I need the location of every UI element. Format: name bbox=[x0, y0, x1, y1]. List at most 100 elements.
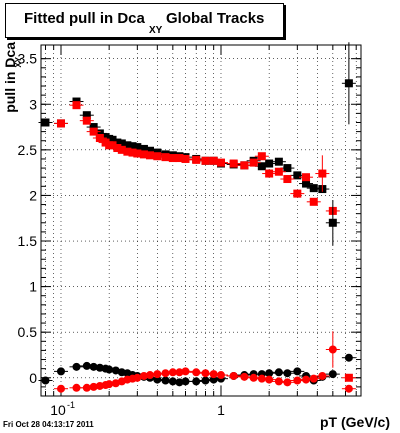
low-point-black bbox=[56, 367, 65, 376]
point-red bbox=[192, 155, 201, 164]
point-red bbox=[181, 154, 190, 163]
point-red bbox=[249, 158, 258, 167]
low-point-black bbox=[168, 377, 177, 386]
point-red bbox=[113, 144, 122, 153]
low-point-red bbox=[293, 376, 302, 385]
x-tick-label: 1 bbox=[217, 402, 225, 418]
low-point-black bbox=[72, 362, 81, 371]
point-black bbox=[95, 129, 104, 138]
low-point-black bbox=[192, 377, 201, 386]
low-point-red bbox=[192, 368, 201, 377]
low-point-red bbox=[249, 373, 258, 382]
y-tick-label: 1 bbox=[29, 279, 37, 295]
low-point-red bbox=[274, 377, 283, 386]
point-black bbox=[265, 159, 274, 168]
y-axis-label: pull in Dca bbox=[2, 42, 18, 113]
point-black bbox=[89, 123, 98, 132]
point-black bbox=[293, 171, 302, 180]
point-black bbox=[117, 139, 126, 148]
low-point-black bbox=[181, 377, 190, 386]
low-point-red bbox=[229, 371, 238, 380]
low-point-black bbox=[274, 368, 283, 377]
y-tick-label: 2 bbox=[29, 187, 37, 203]
point-red bbox=[117, 145, 126, 154]
low-point-black bbox=[328, 370, 337, 379]
low-point-red bbox=[56, 384, 65, 393]
point-red bbox=[145, 151, 154, 160]
plot-frame bbox=[40, 44, 362, 397]
low-point-black bbox=[209, 375, 218, 384]
low-point-red bbox=[153, 370, 162, 379]
point-black bbox=[145, 146, 154, 155]
low-point-red bbox=[105, 380, 114, 389]
low-point-red bbox=[72, 383, 81, 392]
point-red bbox=[161, 153, 170, 162]
low-point-black bbox=[105, 365, 114, 374]
point-red bbox=[257, 152, 266, 161]
low-point-red bbox=[89, 382, 98, 391]
low-point-red bbox=[240, 372, 249, 381]
point-black bbox=[41, 118, 50, 127]
chart-title-tail: Global Tracks bbox=[166, 10, 265, 27]
point-black bbox=[309, 184, 318, 193]
point-black bbox=[139, 144, 148, 153]
point-red bbox=[201, 156, 210, 165]
point-black bbox=[302, 179, 311, 188]
low-point-red bbox=[302, 375, 311, 384]
point-black bbox=[283, 164, 292, 173]
low-point-red bbox=[283, 378, 292, 387]
y-tick-label: 3.5 bbox=[18, 51, 38, 67]
point-black bbox=[257, 162, 266, 171]
low-point-black bbox=[89, 362, 98, 371]
point-red bbox=[72, 101, 81, 110]
point-red bbox=[274, 167, 283, 176]
low-point-black bbox=[344, 353, 353, 362]
point-black bbox=[82, 111, 91, 120]
point-red bbox=[283, 175, 292, 184]
low-point-red bbox=[309, 374, 318, 383]
point-red bbox=[265, 169, 274, 178]
chart-title-subscript: XY bbox=[149, 25, 163, 36]
low-point-red bbox=[318, 371, 327, 380]
low-point-black bbox=[283, 369, 292, 378]
low-point-red bbox=[139, 371, 148, 380]
point-black bbox=[133, 143, 142, 152]
low-point-red bbox=[257, 374, 266, 383]
low-point-red bbox=[265, 375, 274, 384]
point-red bbox=[302, 173, 311, 182]
y-tick-label: 0 bbox=[29, 370, 37, 386]
point-red bbox=[309, 197, 318, 206]
x-tick-label: 10 bbox=[50, 402, 66, 418]
point-red bbox=[123, 147, 132, 156]
point-red bbox=[229, 159, 238, 168]
point-black bbox=[274, 157, 283, 166]
low-point-black bbox=[293, 367, 302, 376]
low-point-black bbox=[201, 376, 210, 385]
point-red bbox=[153, 152, 162, 161]
point-red bbox=[216, 158, 225, 167]
y-axis-label-subscript: XY bbox=[14, 56, 23, 67]
title-box: Fitted pull in Dca XY Global Tracks bbox=[5, 3, 284, 38]
low-point-black bbox=[41, 376, 50, 385]
low-point-black bbox=[175, 378, 184, 387]
point-red bbox=[133, 149, 142, 158]
point-red bbox=[175, 154, 184, 163]
point-red bbox=[128, 148, 137, 157]
point-red bbox=[209, 156, 218, 165]
point-red bbox=[139, 150, 148, 159]
x-tick-label-exponent: -1 bbox=[67, 400, 75, 410]
point-red bbox=[82, 116, 91, 125]
low-point-black bbox=[161, 376, 170, 385]
low-point-red bbox=[145, 371, 154, 380]
chart-title: Fitted pull in Dca bbox=[24, 10, 145, 27]
point-black bbox=[108, 135, 117, 144]
low-point-red bbox=[201, 369, 210, 378]
low-point-red bbox=[82, 383, 91, 392]
y-tick-label: 0.5 bbox=[18, 324, 38, 340]
low-point-red bbox=[181, 367, 190, 376]
low-point-red bbox=[344, 384, 353, 393]
point-black bbox=[123, 141, 132, 150]
low-point-black bbox=[265, 369, 274, 378]
point-red bbox=[344, 373, 353, 382]
